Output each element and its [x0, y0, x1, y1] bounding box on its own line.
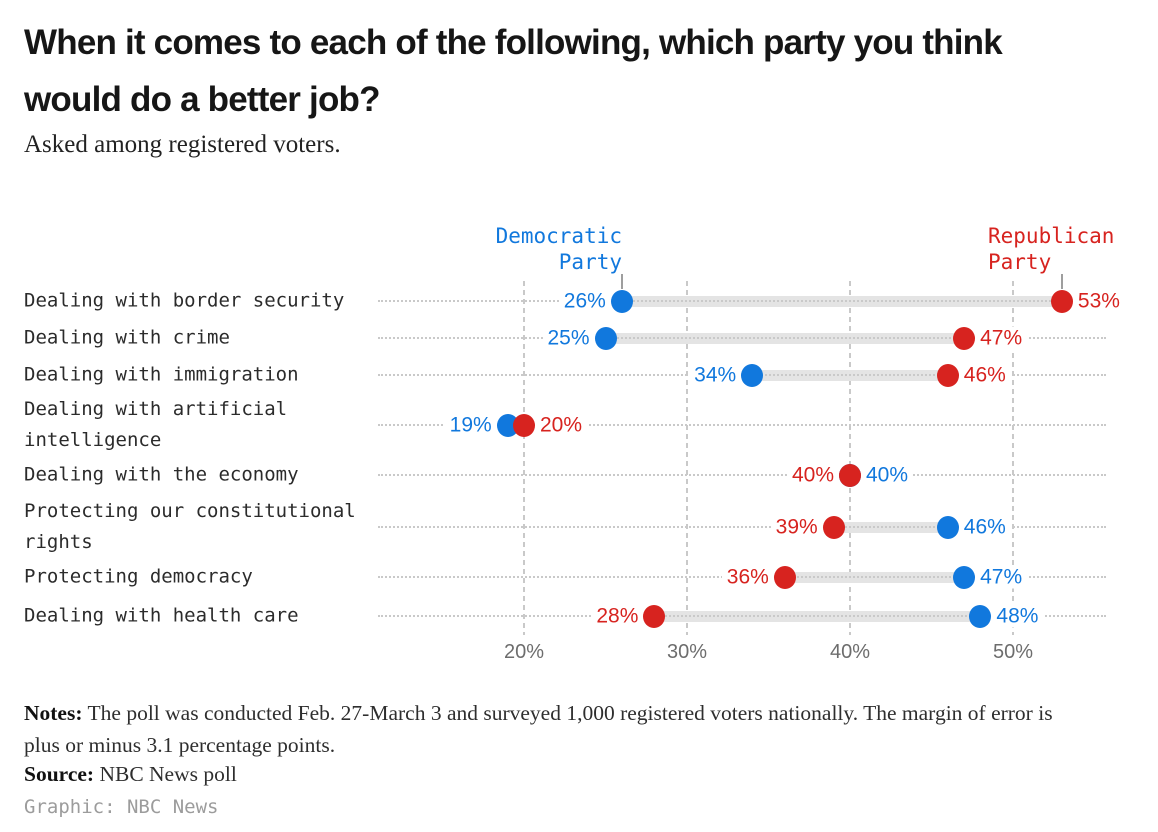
graphic-credit: Graphic: NBC News	[24, 796, 219, 818]
leader-line	[378, 526, 1106, 528]
chart-subtitle: Asked among registered voters.	[24, 131, 341, 158]
dem-value-label: 40%	[861, 463, 914, 487]
row-label: Dealing with immigration	[24, 363, 299, 386]
page-title-line2: would do a better job?	[24, 80, 381, 119]
dem-value-label: 46%	[958, 515, 1011, 539]
rep-dot	[953, 326, 976, 350]
notes-text: Notes: The poll was conducted Feb. 27-Ma…	[24, 697, 1064, 761]
rep-value-label: 28%	[591, 604, 644, 628]
notes-label: Notes:	[24, 701, 83, 725]
row-label: Dealing with border security	[24, 289, 345, 312]
dem-dot	[741, 363, 764, 387]
row-label: Protecting democracy	[24, 565, 253, 588]
legend-republican-party: Republican Party	[988, 224, 1115, 274]
dem-dot	[594, 326, 617, 350]
rep-value-label: 36%	[721, 565, 774, 589]
dem-dot	[610, 289, 633, 313]
rep-value-label: 47%	[975, 326, 1028, 350]
dem-dot	[936, 515, 959, 539]
leader-line	[378, 424, 1106, 426]
dem-value-label: 19%	[444, 413, 497, 437]
rep-dot	[822, 515, 845, 539]
dem-value-label: 48%	[991, 604, 1044, 628]
gridline	[1012, 281, 1014, 635]
rep-dot	[1050, 289, 1073, 313]
leader-line	[378, 337, 1106, 339]
leader-line	[378, 615, 1106, 617]
dem-dot	[496, 413, 519, 437]
page-title: When it comes to each of the following, …	[24, 14, 1124, 128]
row-label: Dealing with health care	[24, 604, 299, 627]
legend-tick-rep	[1060, 274, 1063, 289]
rep-value-label: 39%	[770, 515, 823, 539]
dem-dot	[969, 604, 992, 628]
rep-value-label: 40%	[786, 463, 839, 487]
source-label: Source:	[24, 762, 95, 786]
gridline	[523, 281, 525, 635]
dem-value-label: 26%	[558, 289, 611, 313]
rep-value-label: 20%	[535, 413, 588, 437]
gridline	[686, 281, 688, 635]
leader-line	[378, 474, 1106, 476]
x-tick-label: 20%	[503, 641, 545, 663]
row-label: Dealing with the economy	[24, 463, 299, 486]
source-text: Source: NBC News poll	[24, 762, 237, 787]
source-body: NBC News poll	[99, 762, 237, 786]
x-tick-label: 50%	[992, 641, 1034, 663]
rep-dot	[936, 363, 959, 387]
rep-value-label: 53%	[1072, 289, 1125, 313]
notes-body: The poll was conducted Feb. 27-March 3 a…	[24, 701, 1053, 757]
page-title-line1: When it comes to each of the following, …	[24, 23, 1003, 62]
leader-line	[378, 300, 1106, 302]
dem-dot	[953, 565, 976, 589]
row-label: Protecting our constitutional rights	[24, 500, 356, 553]
dem-value-label: 47%	[975, 565, 1028, 589]
dem-value-label: 34%	[689, 363, 742, 387]
rep-dot	[513, 413, 535, 437]
dem-value-label: 25%	[542, 326, 595, 350]
x-tick-label: 30%	[666, 641, 708, 663]
row-label: Dealing with crime	[24, 326, 230, 349]
gridline	[849, 281, 851, 635]
rep-dot	[839, 463, 861, 487]
legend-tick-dem	[620, 274, 623, 289]
rep-dot	[643, 604, 666, 628]
x-tick-label: 40%	[829, 641, 871, 663]
rep-value-label: 46%	[958, 363, 1011, 387]
legend-democratic-party: Democratic Party	[495, 224, 622, 274]
rep-dot	[773, 565, 796, 589]
row-label: Dealing with artificial intelligence	[24, 398, 288, 451]
